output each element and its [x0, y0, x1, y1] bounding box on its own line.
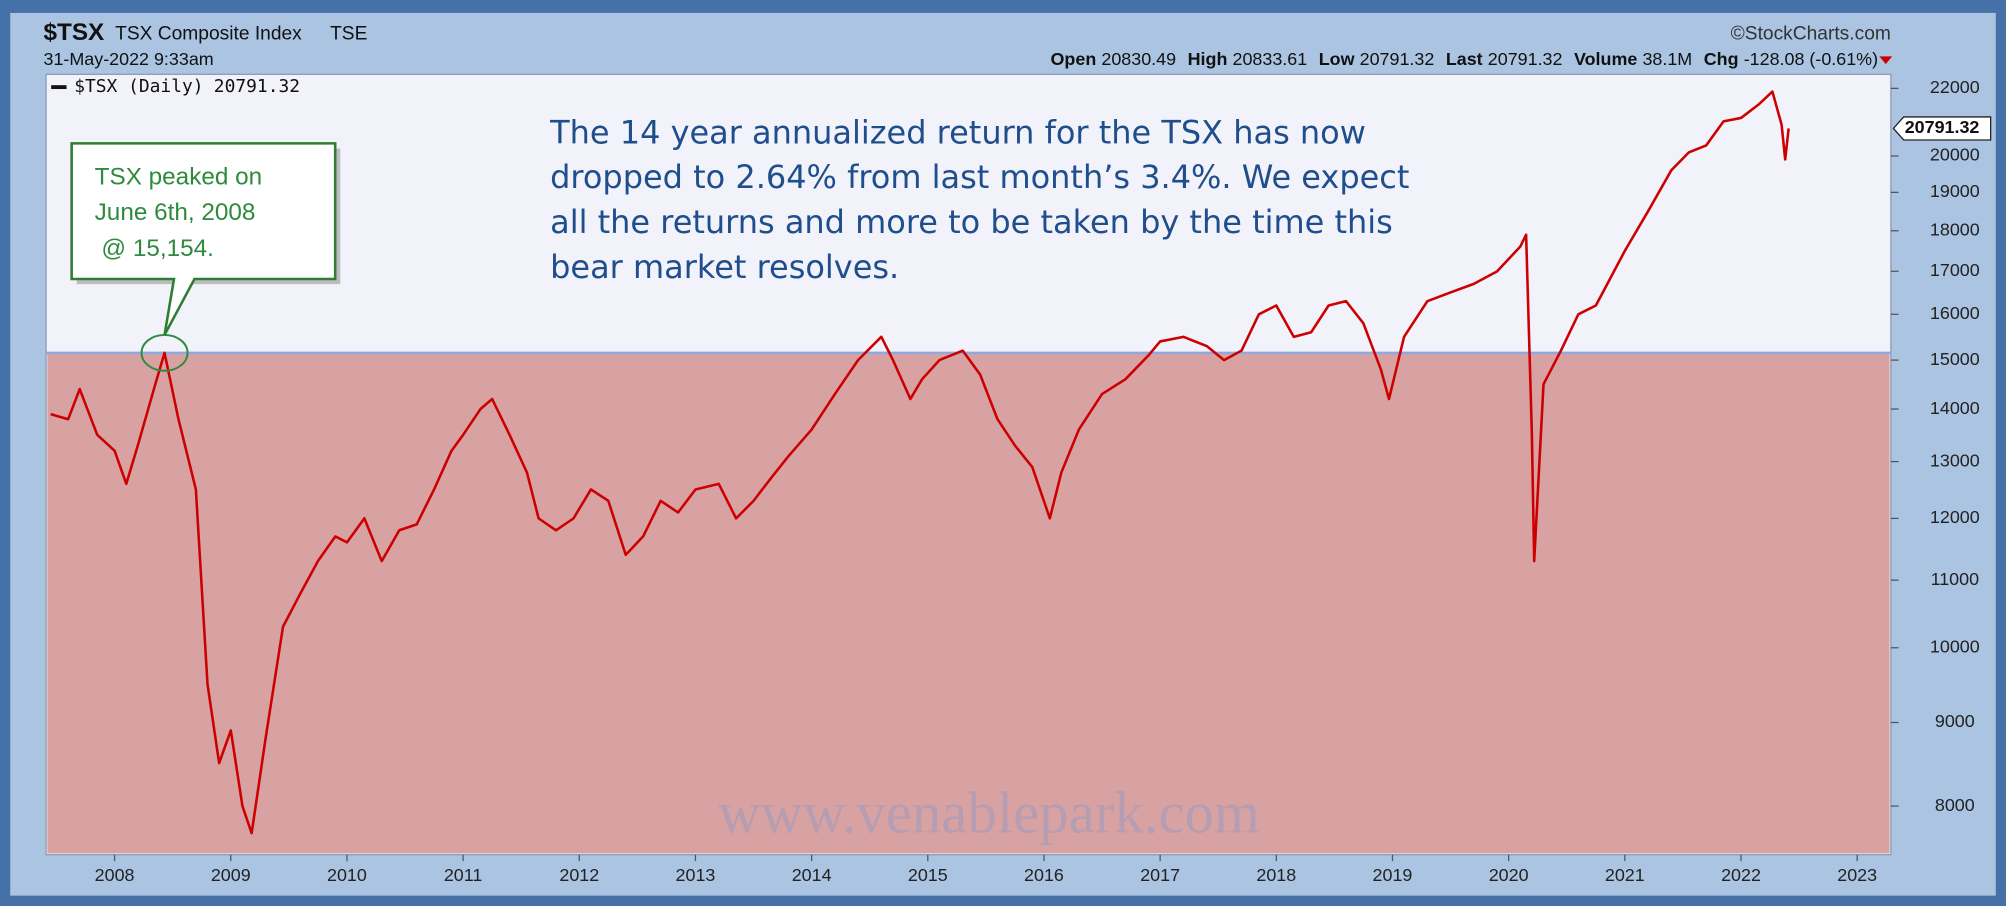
y-tick-label: 14000 — [1930, 398, 1980, 418]
y-tick-label: 12000 — [1930, 507, 1980, 527]
x-tick-label: 2009 — [211, 865, 251, 885]
index-name: TSX Composite Index — [115, 24, 302, 45]
commentary-line: dropped to 2.64% from last month’s 3.4%.… — [550, 158, 1409, 196]
watermark: www.venablepark.com — [718, 780, 1260, 845]
x-tick-label: 2016 — [1024, 865, 1064, 885]
commentary-line: all the returns and more to be taken by … — [550, 203, 1393, 241]
stat-value: 20791.32 — [1360, 49, 1435, 69]
y-tick-label: 8000 — [1935, 795, 1975, 815]
y-tick-label: 22000 — [1930, 77, 1980, 97]
x-tick-label: 2015 — [908, 865, 948, 885]
x-tick-label: 2008 — [95, 865, 135, 885]
stat-label: Open — [1051, 49, 1097, 69]
stat-label: Last — [1446, 49, 1483, 69]
commentary-line: The 14 year annualized return for the TS… — [549, 113, 1366, 151]
callout-line: @ 15,154. — [95, 235, 214, 262]
source: ©StockCharts.com — [1731, 24, 1891, 45]
down-arrow — [1879, 56, 1893, 65]
stat-label: Volume — [1574, 49, 1637, 69]
x-tick-label: 2020 — [1489, 865, 1529, 885]
stat-label: Chg — [1704, 49, 1739, 69]
below-peak-band — [47, 352, 1890, 854]
y-tick-label: 18000 — [1930, 219, 1980, 239]
callout-line: June 6th, 2008 — [95, 199, 256, 226]
x-tick-label: 2018 — [1256, 865, 1296, 885]
last-value-label: 20791.32 — [1905, 117, 1980, 137]
x-tick-label: 2023 — [1837, 865, 1877, 885]
x-tick-label: 2013 — [676, 865, 716, 885]
x-tick-label: 2010 — [327, 865, 367, 885]
legend-entry: $TSX (Daily) 20791.32 — [74, 76, 300, 97]
commentary-line: bear market resolves. — [550, 248, 899, 286]
symbol: $TSX — [43, 19, 104, 46]
y-tick-label: 13000 — [1930, 450, 1980, 470]
x-tick-label: 2021 — [1605, 865, 1645, 885]
price-line — [50, 90, 1790, 835]
stat-value: 20791.32 — [1488, 49, 1563, 69]
legend-name: $TSX (Daily) — [74, 76, 203, 97]
x-tick-label: 2022 — [1721, 865, 1761, 885]
y-tick-label: 15000 — [1930, 349, 1980, 369]
y-tick-label: 9000 — [1935, 711, 1975, 731]
stat-label: Low — [1319, 49, 1355, 69]
date: 31-May-2022 9:33am — [43, 49, 213, 69]
stat-value: -128.08 (-0.61%) — [1744, 49, 1878, 69]
x-tick-label: 2019 — [1373, 865, 1413, 885]
y-tick-label: 20000 — [1930, 145, 1980, 165]
y-tick-label: 17000 — [1930, 260, 1980, 280]
stat-value: 20833.61 — [1233, 49, 1308, 69]
stat-value: 38.1M — [1642, 49, 1692, 69]
exchange: TSE — [330, 24, 367, 45]
callout-line: TSX peaked on — [95, 163, 263, 190]
x-tick-label: 2011 — [444, 865, 483, 885]
legend-value: 20791.32 — [214, 76, 300, 97]
stat-value: 20830.49 — [1101, 49, 1176, 69]
last-value-tag — [1892, 116, 1992, 141]
stats: Open 20830.49 High 20833.61 Low 20791.32 Last 2… — [1051, 49, 1879, 69]
y-tick-label: 19000 — [1930, 181, 1980, 201]
x-tick-label: 2017 — [1140, 865, 1180, 885]
stat-label: High — [1188, 49, 1228, 69]
callout-box — [70, 142, 337, 336]
x-tick-label: 2014 — [792, 865, 832, 885]
y-tick-label: 16000 — [1930, 303, 1980, 323]
y-tick-label: 10000 — [1930, 636, 1980, 656]
x-tick-label: 2012 — [559, 865, 599, 885]
y-tick-label: 11000 — [1931, 569, 1980, 589]
